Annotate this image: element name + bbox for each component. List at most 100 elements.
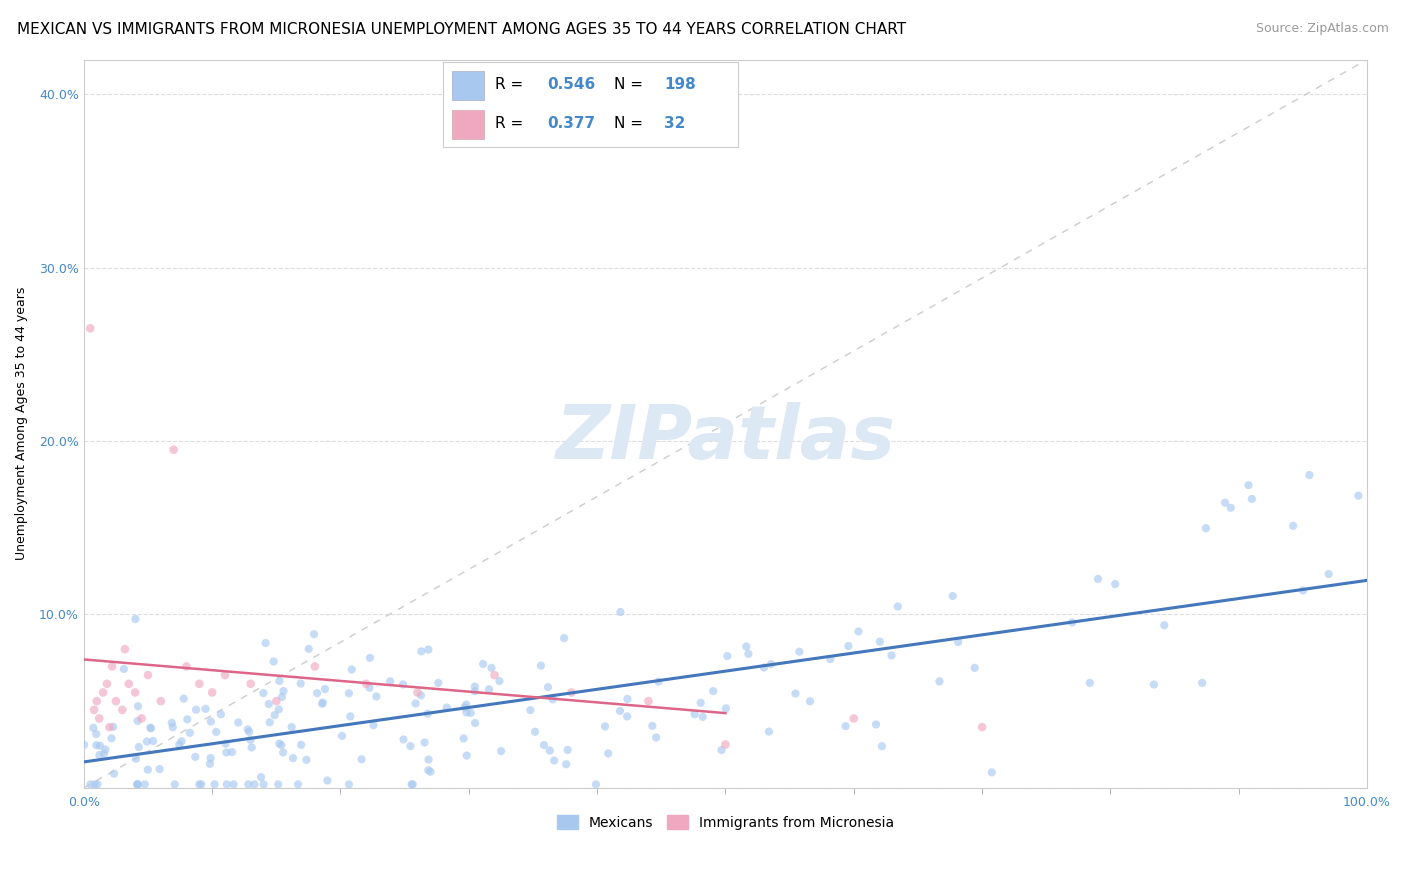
Point [200,714,222,729]
Point [215,746,238,760]
Point [136,668,159,682]
Y-axis label: Unemployment Among Ages 35 to 44 years: Unemployment Among Ages 35 to 44 years [15,287,28,560]
Point [91,685,114,699]
Point [316,773,339,788]
Point [405,697,427,711]
Text: ZIPatlas: ZIPatlas [555,401,896,475]
Point [173,691,195,706]
Point [149,762,172,776]
Point [418,764,440,778]
Point [972,720,994,734]
Point [302,627,325,641]
Point [190,777,212,791]
Point [489,744,512,758]
Point [134,777,156,791]
Point [737,647,759,661]
Point [645,731,668,745]
Point [163,442,186,457]
Point [1292,583,1315,598]
Point [616,709,638,723]
Point [401,777,423,791]
Point [1347,489,1369,503]
Point [716,649,738,664]
Point [89,747,111,762]
Point [139,722,162,736]
Point [267,702,290,716]
Point [287,777,309,791]
Point [236,723,259,737]
Point [593,719,616,733]
Point [307,686,329,700]
Point [127,777,149,791]
Point [131,711,153,725]
Point [184,749,207,764]
Point [86,777,108,791]
Text: 198: 198 [665,78,696,93]
Point [436,700,458,714]
Text: Source: ZipAtlas.com: Source: ZipAtlas.com [1256,22,1389,36]
Point [427,676,450,690]
Point [1282,518,1305,533]
Point [271,745,294,759]
Text: N =: N = [614,78,643,93]
Point [472,657,495,671]
Point [842,711,865,725]
Point [170,734,193,748]
Point [290,738,312,752]
Point [259,715,281,730]
Point [456,748,478,763]
Point [298,641,321,656]
Point [880,648,903,663]
Point [340,663,363,677]
Point [89,711,111,725]
Point [541,692,564,706]
Point [1298,468,1320,483]
Point [238,724,260,739]
Point [311,697,333,711]
Point [710,743,733,757]
Text: R =: R = [495,116,523,131]
Point [163,777,186,791]
Point [84,727,107,741]
Point [359,681,381,695]
Point [392,677,415,691]
Point [82,721,104,735]
Point [188,777,211,791]
Point [406,685,429,699]
Point [269,673,291,688]
Point [481,661,503,675]
Point [533,738,555,752]
Point [252,777,274,791]
Point [1143,677,1166,691]
Point [454,700,477,714]
Point [93,747,115,761]
Point [89,739,111,753]
Point [280,720,302,734]
Point [204,777,226,791]
Point [100,731,122,746]
Point [714,701,737,715]
Point [118,677,141,691]
Point [221,745,243,759]
Point [111,703,134,717]
Point [350,752,373,766]
Point [609,605,631,619]
Point [735,640,758,654]
Point [366,690,388,704]
Point [304,659,326,673]
Point [887,599,910,614]
Point [83,703,105,717]
Point [160,715,183,730]
Point [103,766,125,780]
Point [464,684,486,698]
Point [418,642,440,657]
Point [252,686,274,700]
Point [478,682,501,697]
Point [127,777,149,791]
Point [392,732,415,747]
Point [135,734,157,748]
Point [214,737,236,751]
Point [86,694,108,708]
Point [488,674,510,689]
Text: 32: 32 [665,116,686,131]
